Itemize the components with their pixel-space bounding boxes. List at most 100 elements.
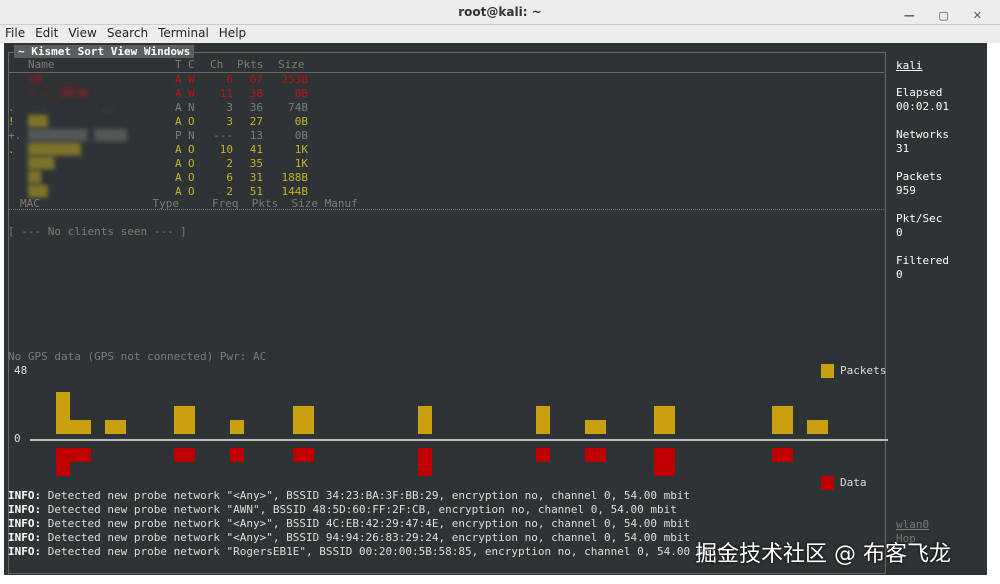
divider xyxy=(8,209,884,210)
network-t: P xyxy=(175,129,182,142)
network-size: 1K xyxy=(294,157,308,170)
log-line: INFO: Detected new probe network "AWN", … xyxy=(8,503,677,516)
network-ch: 11 xyxy=(219,87,233,100)
log-prefix: INFO: xyxy=(8,531,42,544)
network-t: A xyxy=(175,143,182,156)
network-flag: +. xyxy=(8,129,22,142)
log-message: Detected new probe network "RogersEB1E",… xyxy=(47,545,724,558)
packets-bar xyxy=(174,406,195,434)
log-line: INFO: Detected new probe network "<Any>"… xyxy=(8,517,690,530)
network-name: ▒▒ xyxy=(28,171,42,184)
packets-bar xyxy=(230,420,244,434)
network-c: W xyxy=(188,73,195,86)
data-bar xyxy=(56,448,70,476)
network-size: 1K xyxy=(294,143,308,156)
network-size: 253B xyxy=(281,73,309,86)
main-frame xyxy=(8,52,886,574)
network-name: . .. xyxy=(28,101,115,114)
terminal[interactable]: ~ Kismet Sort View Windows Name T C Ch Pkts S… xyxy=(4,43,987,575)
no-clients-message: [ --- No clients seen --- ] xyxy=(8,225,187,238)
packets-label: Packets xyxy=(896,170,943,183)
log-message: Detected new probe network "<Any>", BSSI… xyxy=(47,531,691,544)
legend-data-swatch xyxy=(821,476,834,490)
graph-max-label: 48 xyxy=(14,364,28,377)
data-bar xyxy=(585,448,606,462)
network-t: A xyxy=(175,157,182,170)
network-c: N xyxy=(188,101,195,114)
network-c: O xyxy=(188,157,195,170)
network-pkts: 38 xyxy=(249,87,263,100)
data-bar xyxy=(174,448,195,462)
networks-label: Networks xyxy=(896,128,949,141)
hostname: kali xyxy=(896,59,923,72)
data-bar xyxy=(70,448,91,462)
col-name[interactable]: Name xyxy=(28,58,55,71)
packets-bar xyxy=(536,406,550,434)
elapsed-value: 00:02.01 xyxy=(896,100,949,113)
graph-zero-line xyxy=(30,439,888,441)
network-name: ▒▒▒▒▒▒▒▒ xyxy=(28,143,81,156)
packets-bar xyxy=(585,420,606,434)
network-t: A xyxy=(175,171,182,184)
client-list-header: MAC Type Freq Pkts Size Manuf xyxy=(20,197,358,210)
network-ch: 3 xyxy=(226,115,233,128)
network-pkts: 41 xyxy=(249,143,263,156)
network-c: O xyxy=(188,171,195,184)
log-message: Detected new probe network "AWN", BSSID … xyxy=(47,503,677,516)
col-size[interactable]: Size xyxy=(278,58,305,71)
log-message: Detected new probe network "<Any>", BSSI… xyxy=(47,517,691,530)
network-t: A xyxy=(175,115,182,128)
network-name: ▒▒▒▒ xyxy=(28,157,55,170)
network-pkts: 35 xyxy=(249,157,263,170)
log-prefix: INFO: xyxy=(8,489,42,502)
window-titlebar: root@kali: ~ — ▢ ✕ xyxy=(0,0,1000,25)
menu-terminal[interactable]: Terminal xyxy=(158,26,209,40)
kismet-menu[interactable]: ~ Kismet Sort View Windows xyxy=(14,45,195,58)
network-pkts: 51 xyxy=(249,185,263,198)
menu-search[interactable]: Search xyxy=(106,26,149,40)
network-t: A xyxy=(175,87,182,100)
data-bar xyxy=(418,448,432,476)
network-c: W xyxy=(188,87,195,100)
network-ch: 2 xyxy=(226,185,233,198)
network-size: 0B xyxy=(294,115,308,128)
packets-bar xyxy=(807,420,828,434)
packets-bar xyxy=(654,406,675,434)
col-channel[interactable]: Ch xyxy=(210,58,224,71)
data-bar xyxy=(536,448,550,462)
legend-packets: Packets xyxy=(840,364,887,377)
menu-help[interactable]: Help xyxy=(218,26,247,40)
log-prefix: INFO: xyxy=(8,517,42,530)
log-line: INFO: Detected new probe network "Rogers… xyxy=(8,545,723,558)
hop-status: Hop xyxy=(896,532,916,545)
packets-bar xyxy=(105,420,126,434)
data-bar xyxy=(654,448,675,476)
legend-data: Data xyxy=(840,476,867,489)
filtered-label: Filtered xyxy=(896,254,949,267)
network-t: A xyxy=(175,73,182,86)
col-crypt[interactable]: C xyxy=(188,58,195,71)
log-prefix: INFO: xyxy=(8,545,42,558)
networks-value: 31 xyxy=(896,142,910,155)
elapsed-label: Elapsed xyxy=(896,86,943,99)
network-ch: 10 xyxy=(219,143,233,156)
col-packets[interactable]: Pkts xyxy=(237,58,264,71)
pktsec-label: Pkt/Sec xyxy=(896,212,943,225)
gps-status: No GPS data (GPS not connected) Pwr: AC xyxy=(8,350,267,363)
menu-view[interactable]: View xyxy=(68,26,97,40)
col-type[interactable]: T xyxy=(175,58,182,71)
menu-file[interactable]: File xyxy=(5,26,26,40)
data-bar xyxy=(772,448,793,462)
divider xyxy=(8,72,884,73)
network-t: A xyxy=(175,185,182,198)
network-flag: . xyxy=(8,101,15,114)
network-t: A xyxy=(175,101,182,114)
network-pkts: 13 xyxy=(249,129,263,142)
network-ch: --- xyxy=(213,129,233,142)
window-controls[interactable]: — ▢ ✕ xyxy=(903,9,992,22)
legend-packets-swatch xyxy=(821,364,834,378)
packets-bar xyxy=(56,392,70,434)
menu-edit[interactable]: Edit xyxy=(35,26,59,40)
log-prefix: INFO: xyxy=(8,503,42,516)
packets-bar xyxy=(70,420,91,434)
